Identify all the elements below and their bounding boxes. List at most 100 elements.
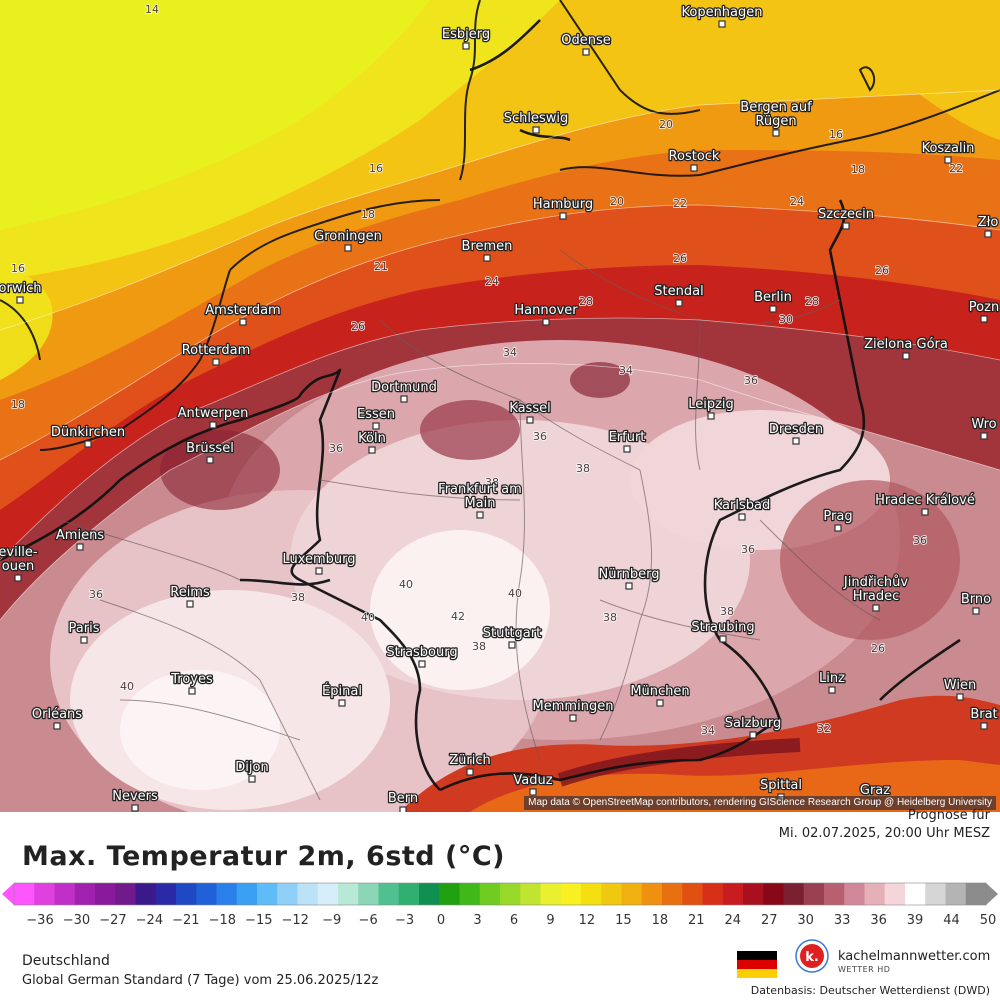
svg-text:k.: k. bbox=[805, 950, 819, 965]
chart-title: Max. Temperatur 2m, 6std (°C) bbox=[22, 841, 506, 872]
isotherm-label: 18 bbox=[361, 208, 375, 221]
city-label: Wien bbox=[942, 677, 978, 701]
colorbar-segment bbox=[398, 883, 420, 905]
svg-text:Reims: Reims bbox=[170, 585, 210, 600]
isotherm-label: 38 bbox=[291, 591, 305, 604]
svg-text:Graz: Graz bbox=[860, 783, 890, 798]
city-label: Köln bbox=[357, 430, 387, 454]
city-label: Amiens bbox=[55, 527, 106, 551]
svg-text:Nürnberg: Nürnberg bbox=[599, 567, 660, 582]
colorbar-segment bbox=[864, 883, 886, 905]
city-label: Bremen bbox=[460, 238, 514, 262]
svg-text:Schleswig: Schleswig bbox=[504, 111, 569, 126]
temperature-field: 14 16 16 16 18 18 18 20 20 21 22 22 24 24 26 26 26 28 28 30… bbox=[0, 0, 1000, 812]
isotherm-label: 40 bbox=[361, 611, 375, 624]
colorbar-segment bbox=[743, 883, 764, 905]
svg-text:Brat: Brat bbox=[970, 707, 997, 722]
colorbar-tick-label: 12 bbox=[578, 913, 596, 928]
brand-name[interactable]: kachelmannwetter.com bbox=[838, 949, 991, 964]
colorbar-tick-label: 39 bbox=[906, 913, 924, 928]
colorbar-segment bbox=[662, 883, 683, 905]
isotherm-label: 22 bbox=[673, 197, 687, 210]
svg-text:Dortmund: Dortmund bbox=[371, 380, 437, 395]
model-run-info: Global German Standard (7 Tage) vom 25.0… bbox=[22, 973, 379, 988]
svg-text:Hradec: Hradec bbox=[853, 589, 899, 604]
svg-text:Dünkirchen: Dünkirchen bbox=[51, 425, 125, 440]
city-label: München bbox=[629, 683, 691, 707]
city-label: Straubing bbox=[690, 619, 756, 643]
isotherm-label: 40 bbox=[120, 680, 134, 693]
city-label: Luxemburg bbox=[281, 551, 357, 575]
svg-text:Rotterdam: Rotterdam bbox=[182, 343, 251, 358]
svg-text:Szczecin: Szczecin bbox=[818, 207, 874, 222]
city-label: Erfurt bbox=[607, 429, 647, 453]
svg-text:Jindřichův: Jindřichův bbox=[843, 575, 909, 590]
colorbar-segment bbox=[277, 883, 299, 905]
city-label: Strasbourg bbox=[385, 644, 459, 668]
region-label: Deutschland bbox=[22, 953, 110, 969]
svg-text:Berlin: Berlin bbox=[754, 290, 792, 305]
city-label: Troyes bbox=[169, 671, 214, 695]
city-label: Berlin bbox=[753, 289, 793, 313]
svg-text:Paris: Paris bbox=[69, 621, 100, 636]
isotherm-label: 22 bbox=[949, 162, 963, 175]
kachelmann-logo-icon[interactable]: k. bbox=[795, 939, 829, 973]
colorbar-tick-label: 30 bbox=[797, 913, 814, 928]
colorbar-segment bbox=[419, 883, 440, 905]
colorbar-segment bbox=[135, 883, 157, 905]
city-label: Pozn bbox=[967, 299, 1000, 323]
city-label: Dresden bbox=[768, 421, 824, 445]
colorbar-tick-label: 0 bbox=[436, 913, 446, 928]
colorbar-segment bbox=[621, 883, 643, 905]
colorbar-segment bbox=[884, 883, 906, 905]
isotherm-label: 24 bbox=[790, 195, 804, 208]
isotherm-label: 26 bbox=[875, 264, 889, 277]
isotherm-label: 38 bbox=[603, 611, 617, 624]
svg-text:Erfurt: Erfurt bbox=[609, 430, 646, 445]
svg-text:Orléans: Orléans bbox=[32, 707, 82, 722]
svg-text:Vaduz: Vaduz bbox=[513, 773, 552, 788]
svg-text:Hradec Králové: Hradec Králové bbox=[875, 493, 975, 508]
colorbar-segment bbox=[844, 883, 866, 905]
city-label: Stendal bbox=[653, 283, 705, 307]
city-label: Dortmund bbox=[370, 379, 438, 403]
city-label: Hradec Králové bbox=[874, 492, 976, 516]
city-label: Karlsbad bbox=[712, 497, 772, 521]
city-label: Linz bbox=[818, 670, 846, 694]
city-label: Dijon bbox=[234, 759, 270, 783]
colorbar-tick-label: 50 bbox=[979, 913, 997, 928]
svg-text:Pozn: Pozn bbox=[969, 300, 999, 315]
colorbar-segment bbox=[540, 883, 562, 905]
colorbar-tick-label: 44 bbox=[943, 913, 960, 928]
svg-text:Brüssel: Brüssel bbox=[186, 441, 234, 456]
colorbar-tick-label: −24 bbox=[135, 913, 164, 928]
svg-text:Spittal: Spittal bbox=[760, 778, 802, 793]
svg-text:Amiens: Amiens bbox=[56, 528, 104, 543]
svg-text:Leipzig: Leipzig bbox=[688, 397, 734, 412]
colorbar-tick-label: −18 bbox=[208, 913, 237, 928]
colorbar-segment bbox=[216, 883, 238, 905]
svg-text:Salzburg: Salzburg bbox=[725, 716, 782, 731]
colorbar-tick-label: 24 bbox=[724, 913, 742, 928]
isotherm-label: 32 bbox=[817, 722, 831, 735]
colorbar-segment bbox=[824, 883, 845, 905]
isotherm-label: 38 bbox=[472, 640, 486, 653]
city-label: orwich bbox=[0, 280, 43, 304]
city-label: Amsterdam bbox=[204, 302, 282, 326]
isotherm-label: 26 bbox=[673, 252, 687, 265]
city-label: Hamburg bbox=[532, 196, 594, 220]
city-label: Reims bbox=[169, 584, 211, 608]
svg-text:Wien: Wien bbox=[944, 678, 976, 693]
svg-text:Hamburg: Hamburg bbox=[533, 197, 593, 212]
isotherm-label: 20 bbox=[659, 118, 673, 131]
svg-text:ouen: ouen bbox=[2, 559, 34, 574]
colorbar-segment bbox=[601, 883, 623, 905]
forecast-time: Mi. 02.07.2025, 20:00 Uhr MESZ bbox=[778, 826, 990, 841]
colorbar-segment bbox=[783, 883, 805, 905]
isotherm-label: 28 bbox=[579, 295, 593, 308]
isotherm-label: 38 bbox=[720, 605, 734, 618]
colorbar-scale bbox=[2, 882, 998, 906]
weather-map[interactable]: 14 16 16 16 18 18 18 20 20 21 22 22 24 24 26 26 26 28 28 30… bbox=[0, 0, 1000, 812]
svg-text:Dresden: Dresden bbox=[769, 422, 823, 437]
city-label: Zło bbox=[976, 214, 1000, 238]
